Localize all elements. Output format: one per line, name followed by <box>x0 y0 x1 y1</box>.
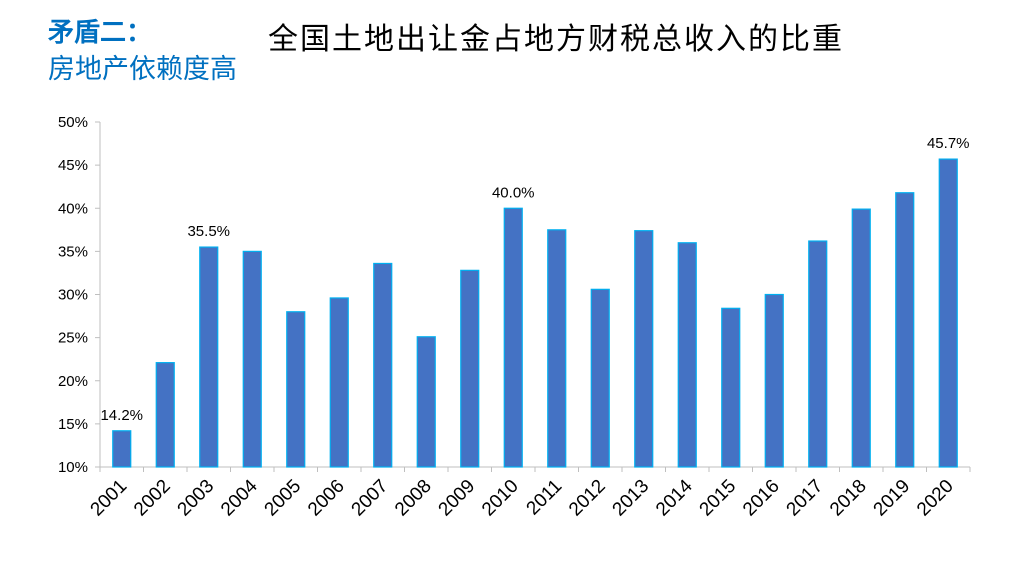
x-tick-label: 2014 <box>652 475 697 520</box>
x-tick-label: 2008 <box>391 476 436 521</box>
x-tick-label: 2018 <box>826 476 871 521</box>
bar-2019 <box>895 192 915 468</box>
y-tick-label: 25% <box>58 330 88 347</box>
bar-2014 <box>677 242 697 468</box>
data-label-2003: 35.5% <box>187 223 230 240</box>
y-tick-label: 10% <box>58 459 88 476</box>
data-label-2001: 14.2% <box>100 407 143 424</box>
x-tick-label: 2017 <box>783 476 828 521</box>
x-tick-label: 2020 <box>913 476 958 521</box>
bar-2012 <box>590 288 610 468</box>
data-label-2010: 40.0% <box>492 184 535 201</box>
x-tick-label: 2013 <box>609 476 654 521</box>
x-tick-label: 2015 <box>696 476 741 521</box>
y-tick-label: 30% <box>58 287 88 304</box>
x-tick-label: 2005 <box>261 476 306 521</box>
bar-2016 <box>764 293 784 468</box>
data-label-2020: 45.7% <box>927 135 970 152</box>
bar-2009 <box>460 269 480 468</box>
x-tick-label: 2001 <box>87 476 132 521</box>
bar-2001 <box>112 430 132 468</box>
y-tick-label: 35% <box>58 243 88 260</box>
x-tick-label: 2019 <box>870 476 915 521</box>
bar-2007 <box>373 262 393 468</box>
x-tick-label: 2002 <box>130 476 175 521</box>
bar-2004 <box>242 250 262 468</box>
y-tick-label: 50% <box>58 114 88 131</box>
y-tick-label: 15% <box>58 416 88 433</box>
bar-2003 <box>199 246 219 468</box>
bar-2002 <box>155 362 175 468</box>
y-tick-label: 40% <box>58 200 88 217</box>
heading-line1: 矛盾二： <box>48 18 153 48</box>
x-tick-label: 2012 <box>565 476 610 521</box>
x-tick-label: 2011 <box>523 476 567 520</box>
bar-2008 <box>416 336 436 468</box>
bar-2005 <box>286 311 306 468</box>
y-tick-label: 45% <box>58 157 88 174</box>
bar-2018 <box>851 208 871 468</box>
bar-2020 <box>938 158 958 468</box>
bar-2011 <box>547 229 567 468</box>
bar-2015 <box>721 307 741 468</box>
bar-2006 <box>329 297 349 468</box>
x-tick-label: 2006 <box>304 476 349 521</box>
heading-line2: 房地产依赖度高 <box>48 54 237 85</box>
x-tick-label: 2010 <box>478 476 523 521</box>
y-tick-label: 20% <box>58 373 88 390</box>
bar-2013 <box>634 230 654 468</box>
x-tick-label: 2007 <box>348 476 393 521</box>
bar-2010 <box>503 207 523 468</box>
x-tick-label: 2003 <box>174 476 219 521</box>
bar-2017 <box>808 240 828 468</box>
x-tick-label: 2004 <box>217 475 262 520</box>
x-tick-label: 2009 <box>435 476 480 521</box>
chart-title: 全国土地出让金占地方财税总收入的比重 <box>268 22 844 57</box>
x-tick-label: 2016 <box>739 476 784 521</box>
